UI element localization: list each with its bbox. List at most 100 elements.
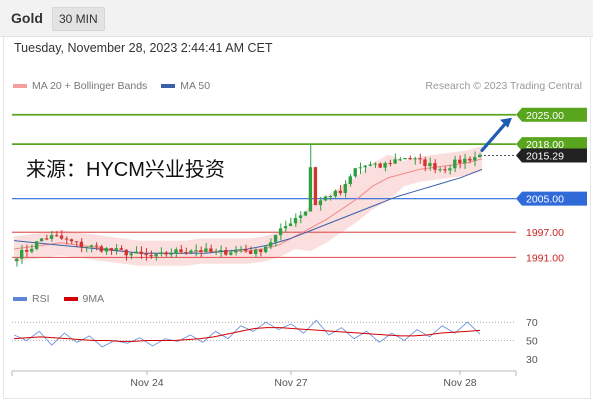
candle-body xyxy=(114,248,118,251)
price-tag-label: 2015.29 xyxy=(526,151,564,163)
candle-body xyxy=(348,176,352,184)
candle-body xyxy=(89,245,94,247)
candle-body xyxy=(423,159,427,167)
rsi-legend-swatch xyxy=(13,297,27,301)
level-lines-layer xyxy=(12,113,516,259)
candle-body xyxy=(263,246,268,253)
candles-layer xyxy=(15,144,482,267)
candle-body xyxy=(39,238,44,242)
candle-body xyxy=(358,167,362,169)
candle-body xyxy=(214,251,218,253)
candle-body xyxy=(338,190,342,193)
ma50-legend-label: MA 50 xyxy=(180,80,211,92)
ma9-legend-label: 9MA xyxy=(82,293,105,305)
candle-body xyxy=(54,235,59,237)
candle-body xyxy=(393,159,397,164)
candle-body xyxy=(144,253,148,256)
candle-body xyxy=(258,249,263,253)
candle-body xyxy=(19,249,24,259)
research-credit: Research © 2023 Trading Central xyxy=(425,80,582,92)
bollinger-band-layer xyxy=(14,146,482,266)
candle-body xyxy=(448,168,452,171)
rsi-line xyxy=(13,319,481,348)
candle-body xyxy=(109,248,113,251)
candle-body xyxy=(134,251,138,254)
candle-body xyxy=(244,249,248,251)
target-arrow-shaft xyxy=(480,120,509,153)
rsi-level-label: 30 xyxy=(526,354,538,366)
candle-body xyxy=(84,246,89,248)
candle-body xyxy=(323,196,328,201)
candle-body xyxy=(298,215,303,218)
ma50-legend-swatch xyxy=(161,84,176,88)
ma20-legend-swatch xyxy=(13,84,27,88)
candle-body xyxy=(313,167,318,206)
candle-body xyxy=(318,200,323,206)
candle-body xyxy=(159,252,163,255)
candle-body xyxy=(59,235,64,239)
rsi-ma9-line xyxy=(13,327,481,342)
symbol-title: Gold xyxy=(11,10,43,26)
candle-body xyxy=(418,158,422,160)
candle-body xyxy=(169,253,173,255)
x-tick-label: Nov 24 xyxy=(130,377,163,389)
rsi-legend: RSI 9MA xyxy=(13,293,118,305)
candle-body xyxy=(234,249,238,253)
price-tag-label: 2025.00 xyxy=(526,110,564,122)
candle-body xyxy=(428,163,432,167)
candle-body xyxy=(413,158,417,160)
price-tag-bg xyxy=(516,148,587,163)
candle-body xyxy=(174,249,178,254)
candle-body xyxy=(154,254,158,257)
candle-body xyxy=(368,164,372,166)
candle-body xyxy=(34,241,39,249)
target-arrow-layer xyxy=(480,117,512,153)
candle-body xyxy=(69,239,74,242)
candle-body xyxy=(224,250,228,255)
candle-body xyxy=(363,165,367,168)
candle-body xyxy=(249,250,253,255)
rsi-panel: 70 50 30 xyxy=(12,317,538,366)
price-tag-bg xyxy=(516,137,587,152)
x-tick-label: Nov 27 xyxy=(274,377,307,389)
chart-panel xyxy=(3,37,591,399)
candle-body xyxy=(44,238,49,240)
candle-body xyxy=(328,196,333,198)
timeframe-badge[interactable]: 30 MIN xyxy=(52,7,105,31)
candle-body xyxy=(104,248,108,252)
candle-body xyxy=(149,255,153,257)
candle-body xyxy=(139,251,143,254)
candle-body xyxy=(268,242,273,247)
candle-body xyxy=(308,167,313,212)
candle-body xyxy=(164,252,168,255)
candle-body xyxy=(403,158,407,160)
candle-body xyxy=(49,235,54,239)
candle-body xyxy=(453,159,457,169)
candle-body xyxy=(353,168,357,177)
rsi-level-label: 70 xyxy=(526,317,538,329)
candle-body xyxy=(383,163,387,168)
top-bar: Gold 30 MIN xyxy=(0,0,593,37)
chart-datetime: Tuesday, November 28, 2023 2:44:41 AM CE… xyxy=(14,41,273,55)
candle-body xyxy=(473,157,477,161)
candle-body xyxy=(229,252,233,255)
candle-body xyxy=(398,159,402,161)
candle-body xyxy=(29,248,34,252)
rsi-legend-label: RSI xyxy=(32,293,50,305)
candle-body xyxy=(179,249,183,252)
candle-body xyxy=(443,169,447,171)
candle-body xyxy=(129,253,133,256)
candle-body xyxy=(273,235,278,243)
candle-body xyxy=(239,249,243,251)
candle-body xyxy=(478,154,482,158)
target-arrow-head xyxy=(500,117,512,128)
candle-body xyxy=(119,248,123,250)
candle-body xyxy=(15,258,19,262)
candle-body xyxy=(189,250,193,253)
price-tag-label: 2018.00 xyxy=(526,139,564,151)
candle-body xyxy=(94,245,99,247)
candle-body xyxy=(278,228,283,236)
candle-body xyxy=(79,241,84,247)
candle-body xyxy=(64,238,69,240)
